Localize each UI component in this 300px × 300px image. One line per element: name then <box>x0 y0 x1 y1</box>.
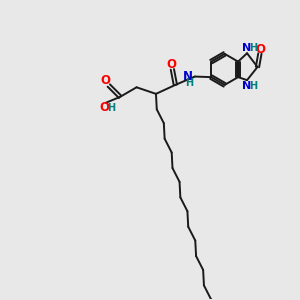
Text: O: O <box>100 74 110 87</box>
Text: O: O <box>99 101 109 114</box>
Text: H: H <box>107 103 115 113</box>
Text: N: N <box>183 70 193 83</box>
Text: H: H <box>185 78 193 88</box>
Text: H: H <box>250 43 258 53</box>
Text: O: O <box>256 43 266 56</box>
Text: N: N <box>242 80 252 91</box>
Text: N: N <box>242 43 252 53</box>
Text: H: H <box>250 80 258 91</box>
Text: O: O <box>166 58 176 71</box>
